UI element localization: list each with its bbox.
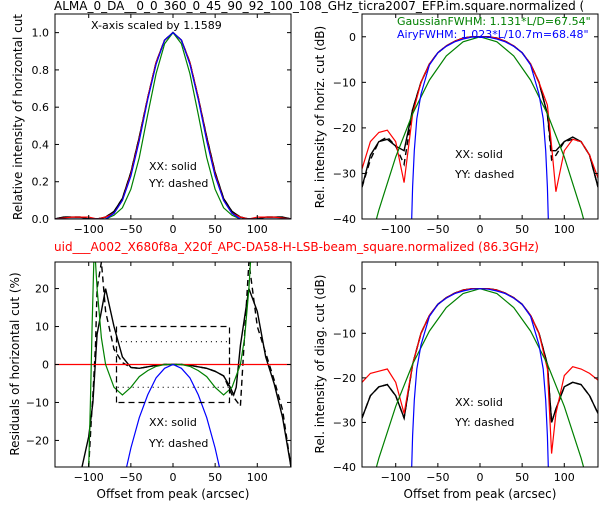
y-tick-label: −30: [333, 416, 356, 429]
y-tick-label: −20: [26, 434, 49, 447]
series-line-model: [55, 31, 291, 219]
x-tick-label: 0: [170, 223, 177, 236]
annotation: XX: solid: [149, 160, 197, 173]
x-tick-label: 0: [170, 471, 177, 484]
series-line-xx: [55, 31, 291, 219]
annotation: XX: solid: [455, 396, 503, 409]
x-tick-label: 100: [247, 471, 268, 484]
annotation: X-axis scaled by 1.1589: [91, 19, 222, 32]
x-tick-label: −50: [119, 223, 142, 236]
annotation: YY: dashed: [454, 416, 514, 429]
plot-area: [362, 288, 598, 467]
y-tick-label: 0.8: [32, 64, 50, 77]
y-tick-label: −10: [333, 76, 356, 89]
x-tick-label: −50: [426, 471, 449, 484]
y-axis-label: Residuals of horizontal cut (%): [8, 272, 22, 455]
x-tick-label: −100: [381, 471, 411, 484]
x-axis-label: Offset from peak (arcsec): [97, 487, 250, 501]
annotation: GaussianFWHM: 1.131*L/D=67.54": [397, 15, 591, 28]
annotation: XX: solid: [455, 148, 503, 161]
y-tick-label: −30: [333, 167, 356, 180]
x-tick-label: 100: [554, 223, 575, 236]
x-tick-label: 100: [554, 471, 575, 484]
x-axis-label: Offset from peak (arcsec): [404, 487, 557, 501]
chart-panels: −100 −50 0 50 1000.00.20.40.60.81.0Relative …: [8, 13, 599, 501]
x-tick-label: 50: [515, 471, 529, 484]
y-tick-label: 0: [42, 359, 49, 372]
x-tick-label: 0: [477, 471, 484, 484]
y-tick-label: −20: [333, 372, 356, 385]
x-tick-label: 0: [477, 223, 484, 236]
x-tick-label: 50: [515, 223, 529, 236]
series-line-boxdot: [115, 341, 231, 388]
annotation: YY: dashed: [454, 168, 514, 181]
y-tick-label: 0: [349, 31, 356, 44]
y-tick-label: −40: [333, 461, 356, 474]
y-axis-label: Relative intensity of horizontal cut: [11, 14, 25, 220]
annotation: YY: dashed: [148, 177, 208, 190]
x-tick-label: −50: [426, 223, 449, 236]
middle-title: uid___A002_X680f8a_X20f_APC-DA58-H-LSB-b…: [54, 240, 539, 254]
annotation: AiryFWHM: 1.023*L/10.7m=68.48": [397, 28, 589, 41]
y-axis-label: Rel. intensity of horiz. cut (dB): [313, 26, 327, 208]
y-tick-label: 0.6: [32, 101, 50, 114]
y-tick-label: 0.4: [32, 138, 50, 151]
y-tick-label: 0.0: [32, 213, 50, 226]
series-line-airy: [411, 288, 549, 467]
series-line-xx: [81, 288, 291, 467]
series-line-airy: [411, 36, 549, 219]
axes-frame: [361, 261, 599, 468]
x-tick-label: −100: [74, 471, 104, 484]
y-tick-label: −40: [333, 213, 356, 226]
y-tick-label: 20: [35, 283, 49, 296]
annotation: YY: dashed: [148, 437, 208, 450]
y-tick-label: 0.2: [32, 176, 50, 189]
series-line-airy: [55, 31, 291, 219]
y-axis-label: Rel. intensity of diag. cut (dB): [313, 275, 327, 454]
axes-frame: [361, 13, 599, 220]
plot-area: [55, 31, 291, 219]
annotation: XX: solid: [149, 416, 197, 429]
plot-area: [362, 36, 598, 219]
y-tick-label: 10: [35, 321, 49, 334]
y-tick-label: 1.0: [32, 27, 50, 40]
y-tick-label: −10: [26, 396, 49, 409]
series-line-airy: [126, 363, 220, 467]
x-tick-label: 50: [208, 223, 222, 236]
x-tick-label: −100: [74, 223, 104, 236]
plot-area: [55, 262, 291, 467]
series-line-yy: [362, 36, 598, 188]
y-tick-label: 0: [349, 283, 356, 296]
x-tick-label: −50: [119, 471, 142, 484]
series-line-gauss: [88, 262, 254, 467]
top-title: ALMA_0_DA__0_0_360_0_45_90_92_100_108_GH…: [54, 0, 584, 13]
x-tick-label: 50: [208, 471, 222, 484]
series-line-xx: [362, 36, 598, 188]
series-line-yy: [55, 31, 291, 219]
y-tick-label: −10: [333, 327, 356, 340]
chart-panel-A: −100 −50 0 50 100 0.0 0.2 0.4 0.6 0.8 1.0 Relative …: [11, 13, 292, 236]
series-line-gauss: [55, 31, 291, 219]
x-tick-label: 100: [247, 223, 268, 236]
y-tick-label: −20: [333, 122, 356, 135]
x-tick-label: −100: [381, 223, 411, 236]
